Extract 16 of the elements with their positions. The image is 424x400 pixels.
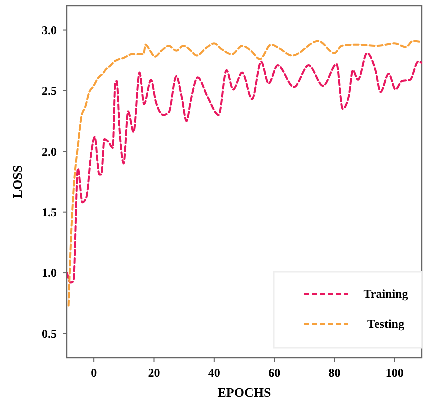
- y-tick-label: 2.5: [42, 84, 57, 98]
- legend-label: Testing: [368, 317, 404, 332]
- x-tick-label: 100: [386, 366, 404, 380]
- x-tick-label: 40: [208, 366, 220, 380]
- y-axis-title: LOSS: [10, 165, 25, 199]
- y-tick-label: 1.0: [42, 266, 57, 280]
- y-tick-label: 1.5: [42, 206, 57, 220]
- x-tick-label: 0: [91, 366, 98, 380]
- y-tick-label: 2.0: [42, 144, 57, 159]
- x-axis-title: EPOCHS: [218, 385, 272, 400]
- legend-label: Training: [364, 287, 408, 302]
- x-tick-label: 80: [328, 366, 341, 380]
- y-tick-label: 0.5: [42, 326, 57, 341]
- y-tick-label: 3.0: [42, 23, 57, 38]
- x-tick-label: 60: [268, 366, 281, 380]
- x-tick-label: 20: [148, 366, 160, 380]
